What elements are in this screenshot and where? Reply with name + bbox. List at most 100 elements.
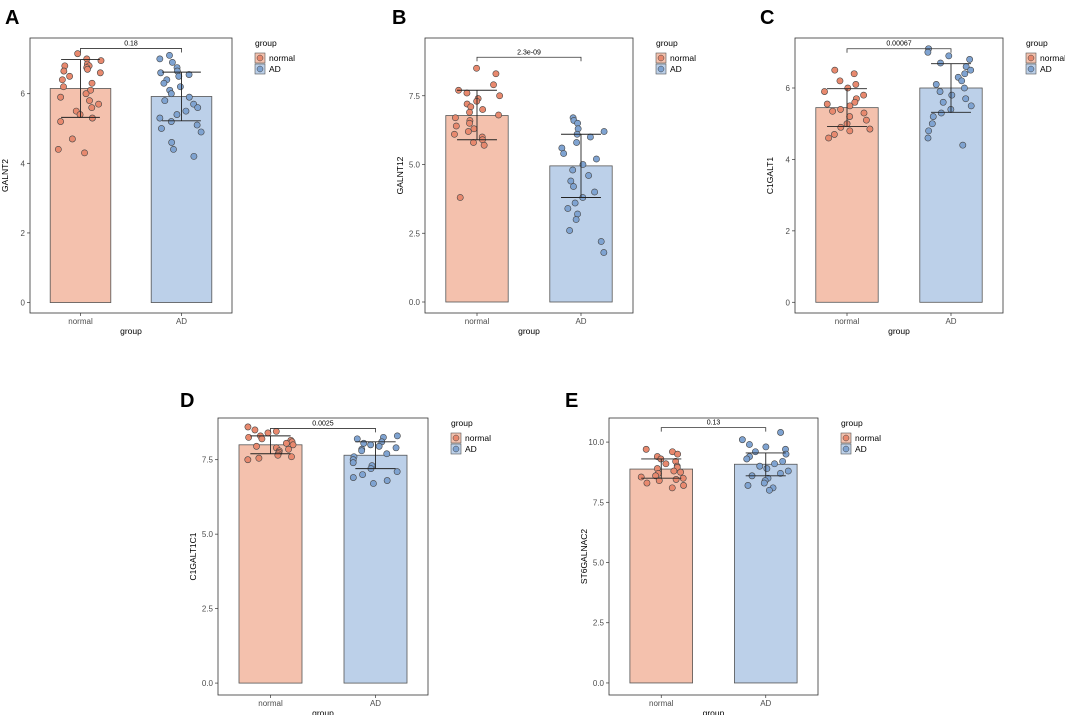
p-value-label: 2.3e-09 xyxy=(517,49,541,56)
data-point-normal xyxy=(860,109,868,117)
data-point-ad xyxy=(383,450,391,458)
x-tick-label-normal: normal xyxy=(258,699,283,708)
data-point-normal xyxy=(846,127,854,135)
data-point-normal xyxy=(95,100,103,108)
data-point-ad xyxy=(961,84,968,92)
data-point-ad xyxy=(353,435,361,443)
y-tick-label: 7.5 xyxy=(202,456,214,465)
data-point-normal xyxy=(866,125,874,133)
data-point-normal xyxy=(464,128,472,135)
legend-key-point xyxy=(452,445,460,453)
data-point-ad xyxy=(585,172,592,179)
bar-normal xyxy=(629,468,694,684)
y-tick-label: 0.0 xyxy=(202,679,214,688)
data-point-normal xyxy=(68,135,76,143)
data-point-ad xyxy=(156,55,164,63)
data-point-ad xyxy=(958,77,966,85)
y-tick-label: 7.5 xyxy=(409,92,421,101)
data-point-normal xyxy=(642,445,650,453)
x-tick-label-ad: AD xyxy=(370,699,381,708)
data-point-normal xyxy=(282,439,290,447)
data-point-ad xyxy=(560,150,568,157)
data-point-normal xyxy=(466,108,473,116)
data-point-normal xyxy=(470,139,477,146)
data-point-ad xyxy=(392,444,400,452)
y-axis-title: C1GALT1 xyxy=(765,157,775,194)
legend-key-point xyxy=(842,445,850,453)
data-point-normal xyxy=(670,467,678,475)
data-point-ad xyxy=(779,457,787,465)
data-point-normal xyxy=(88,104,96,112)
data-point-ad xyxy=(945,52,953,60)
plot-border xyxy=(424,37,634,314)
x-axis-title: group xyxy=(703,708,725,715)
data-point-normal xyxy=(274,451,282,459)
data-point-ad xyxy=(959,141,967,149)
p-value-label: 0.13 xyxy=(707,420,721,427)
data-point-normal xyxy=(829,107,837,115)
legend-key-point xyxy=(1027,54,1035,62)
x-axis-title: group xyxy=(120,326,142,336)
data-point-ad xyxy=(967,102,975,110)
data-point-ad xyxy=(194,104,202,112)
data-point-normal xyxy=(655,477,663,485)
y-axis-title: GALNT2 xyxy=(0,159,10,192)
data-point-normal xyxy=(836,77,844,85)
data-point-ad xyxy=(962,95,970,103)
legend-label-normal: normal xyxy=(1040,53,1065,63)
bar-ad xyxy=(919,87,983,303)
data-point-normal xyxy=(496,92,504,100)
bar-ad xyxy=(343,454,408,684)
data-point-ad xyxy=(170,145,177,153)
data-point-ad xyxy=(567,177,575,185)
panel-letter: C xyxy=(760,7,774,29)
data-point-ad xyxy=(574,125,582,133)
legend-title: group xyxy=(656,38,678,48)
data-point-normal xyxy=(74,50,82,58)
x-axis-title: group xyxy=(312,708,334,715)
data-point-normal xyxy=(674,450,682,458)
legend-key-point xyxy=(657,65,665,73)
data-point-ad xyxy=(924,134,932,142)
data-point-ad xyxy=(600,249,608,256)
y-tick-label: 2.5 xyxy=(593,619,605,628)
data-point-normal xyxy=(473,64,480,72)
panel-letter: B xyxy=(392,7,406,29)
data-point-ad xyxy=(752,448,759,456)
data-point-ad xyxy=(197,128,205,136)
data-point-normal xyxy=(830,131,838,138)
data-point-normal xyxy=(479,106,487,113)
data-point-ad xyxy=(572,216,580,223)
data-point-ad xyxy=(929,113,937,120)
data-point-normal xyxy=(57,118,64,125)
data-point-normal xyxy=(285,445,292,453)
data-point-ad xyxy=(777,469,784,477)
data-point-ad xyxy=(167,90,175,98)
data-point-normal xyxy=(244,423,252,431)
data-point-ad xyxy=(756,462,764,470)
data-point-normal xyxy=(88,114,96,122)
data-point-ad xyxy=(564,205,572,212)
data-point-normal xyxy=(850,70,858,78)
data-point-normal xyxy=(54,145,62,153)
data-point-ad xyxy=(367,441,375,449)
data-point-ad xyxy=(158,125,165,132)
p-value-label: 0.18 xyxy=(124,40,138,47)
data-point-normal xyxy=(467,103,475,111)
legend-key-point xyxy=(452,434,460,442)
p-value-label: 0.00067 xyxy=(886,41,911,48)
data-point-ad xyxy=(569,166,577,174)
legend-label-ad: AD xyxy=(269,64,281,74)
legend-title: group xyxy=(1026,38,1048,48)
data-point-ad xyxy=(175,72,183,80)
data-point-ad xyxy=(185,71,193,78)
data-point-normal xyxy=(852,81,860,88)
plot-border xyxy=(217,417,429,696)
data-point-ad xyxy=(173,111,181,118)
significance-bracket xyxy=(846,48,952,53)
data-point-normal xyxy=(846,102,854,110)
data-point-ad xyxy=(370,480,377,487)
significance-bracket xyxy=(476,56,582,62)
data-point-ad xyxy=(763,465,771,472)
legend-label-ad: AD xyxy=(670,64,682,74)
